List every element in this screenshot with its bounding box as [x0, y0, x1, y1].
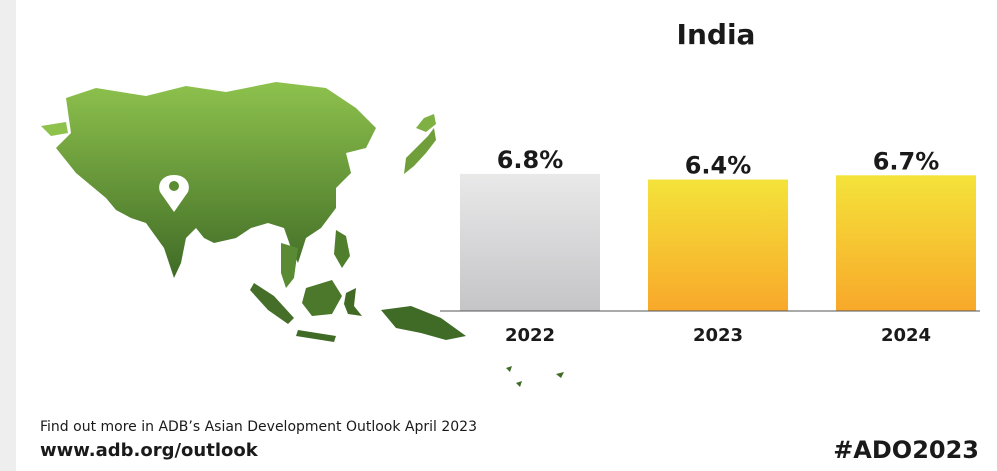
pacific-islet-shape [556, 372, 564, 378]
asia-pacific-map [41, 82, 564, 387]
value-labels-group: 6.8% 6.4% 6.7% [497, 146, 940, 180]
x-tick-labels-group: 2022 2023 2024 [505, 325, 931, 346]
value-label-2023: 6.4% [685, 152, 752, 180]
value-label-2024: 6.7% [873, 147, 940, 175]
java-shape [296, 330, 336, 342]
new-guinea-shape [381, 306, 466, 340]
chart-title: India [676, 18, 756, 51]
left-margin-bar [0, 0, 16, 471]
bar-2023 [648, 179, 788, 311]
sumatra-shape [250, 283, 294, 324]
bar-2022 [460, 173, 600, 311]
japan-shape [404, 128, 436, 174]
x-tick-label-2022: 2022 [505, 325, 555, 346]
pacific-islet-shape [506, 366, 512, 372]
borneo-shape [302, 280, 342, 316]
bar-2024 [836, 175, 976, 311]
bar-chart: 6.8% 6.4% 6.7% 2022 2023 2024 [440, 146, 980, 346]
location-pin-icon [159, 175, 189, 212]
footer-text: Find out more in ADB’s Asian Development… [40, 419, 477, 435]
philippines-shape [334, 230, 350, 268]
x-tick-label-2023: 2023 [693, 325, 743, 346]
asia-mainland-shape [56, 82, 376, 278]
sulawesi-shape [344, 288, 362, 316]
southeast-peninsula-shape [281, 243, 298, 288]
pacific-islet-shape [516, 381, 522, 387]
x-tick-label-2024: 2024 [881, 325, 931, 346]
bars-group [460, 173, 976, 311]
western-tip-shape [41, 122, 68, 136]
value-label-2022: 6.8% [497, 146, 564, 174]
hashtag: #ADO2023 [833, 436, 979, 464]
northern-island-shape [416, 114, 436, 132]
footer-url[interactable]: www.adb.org/outlook [40, 440, 258, 461]
